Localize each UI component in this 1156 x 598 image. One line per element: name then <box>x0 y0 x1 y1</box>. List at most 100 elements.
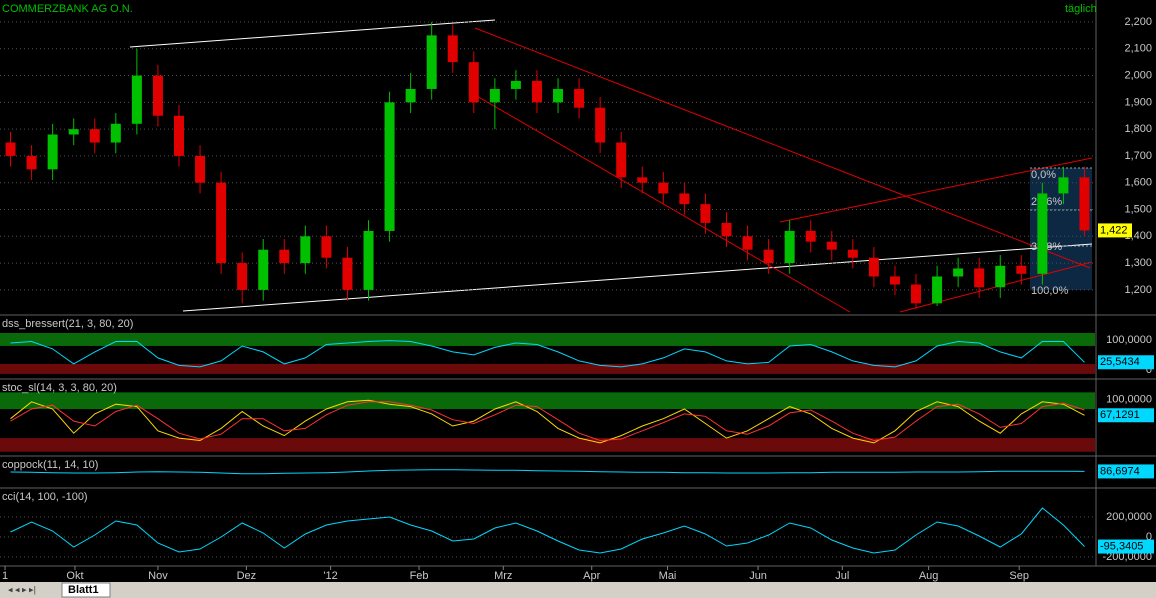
x-tick-label: Jul <box>835 570 849 582</box>
candle-body <box>637 177 648 183</box>
x-tick-label: Sep <box>1009 570 1029 582</box>
candle-body <box>889 276 900 285</box>
candle-body <box>847 249 858 258</box>
candle-body <box>1037 193 1048 274</box>
candle-body <box>216 182 227 264</box>
x-tick-label: 1 <box>2 570 8 582</box>
y-tick-label: 1,900 <box>1124 96 1152 108</box>
candle-body <box>489 88 500 103</box>
candle-body <box>237 263 248 290</box>
chart-title: COMMERZBANK AG O.N. <box>2 3 133 15</box>
y-tick-label: 1,500 <box>1124 203 1152 215</box>
candle-body <box>574 88 585 108</box>
overbought-zone <box>0 392 1095 410</box>
fib-label: 100,0% <box>1031 285 1069 297</box>
candle-body <box>742 236 753 250</box>
candle-body <box>5 142 16 156</box>
last-value-label: 67,1291 <box>1100 409 1140 421</box>
candle-body <box>700 204 711 223</box>
tab-bar <box>0 582 1156 598</box>
candle-body <box>131 75 142 124</box>
candle-body <box>553 88 564 103</box>
tab-nav[interactable]: ◂ ◂ ▸ ▸| <box>8 584 36 594</box>
candle-body <box>679 193 690 205</box>
candle-body <box>468 62 479 103</box>
fib-label: 0,0% <box>1031 169 1056 181</box>
candle-body <box>405 88 416 103</box>
candle-body <box>68 129 79 135</box>
candle-body <box>1058 177 1069 194</box>
candle-body <box>932 276 943 304</box>
candle-body <box>110 123 121 143</box>
tab[interactable] <box>61 582 111 598</box>
candle-body <box>595 107 606 143</box>
indicator-title: stoc_sl(14, 3, 3, 80, 20) <box>2 382 117 394</box>
indicator-line <box>10 399 1085 444</box>
candle-body <box>658 182 669 194</box>
last-value-box <box>1098 223 1132 238</box>
last-value-label: 1,422 <box>1100 224 1128 236</box>
y-tick-label: 1,200 <box>1124 284 1152 296</box>
indicator-title: cci(14, 100, -100) <box>2 491 88 503</box>
candle-body <box>195 155 206 183</box>
candle-body <box>47 134 58 170</box>
interval: täglich <box>1065 3 1097 15</box>
candle-body <box>1016 265 1027 274</box>
y-tick-label: 1,300 <box>1124 257 1152 269</box>
indicator-title: dss_bressert(21, 3, 80, 20) <box>2 318 133 330</box>
y-tick-label: 200,0000 <box>1106 511 1152 523</box>
candle-body <box>300 236 311 264</box>
candle-body <box>826 241 837 250</box>
candle-body <box>321 236 332 258</box>
x-tick-label: Okt <box>66 570 83 582</box>
last-value-label: 25,5434 <box>1100 356 1140 368</box>
x-tick-label: '12 <box>323 570 337 582</box>
candle-body <box>974 268 985 288</box>
candle-body <box>258 249 269 290</box>
candle-body <box>784 230 795 264</box>
y-tick-label: 0 <box>1146 364 1152 376</box>
candle-body <box>426 35 437 89</box>
oversold-zone <box>0 438 1095 452</box>
indicator-line <box>10 401 1085 442</box>
candle-body <box>953 268 964 277</box>
indicator-line <box>10 340 1085 368</box>
y-tick-label: 1,600 <box>1124 177 1152 189</box>
candle-body <box>342 257 353 290</box>
candle-body <box>911 284 922 304</box>
x-tick-label: Apr <box>583 570 600 582</box>
panel-frames <box>0 0 1156 567</box>
last-value-box <box>1098 408 1154 423</box>
indicator-title: coppock(11, 14, 10) <box>2 459 98 471</box>
y-tick-label: 2,100 <box>1124 43 1152 55</box>
x-tick-label: Jun <box>749 570 767 582</box>
candle-body <box>721 222 732 237</box>
indicator-line <box>10 507 1085 554</box>
last-value-label: -95,3405 <box>1100 540 1143 552</box>
x-tick-label: Mai <box>659 570 677 582</box>
overbought-zone <box>0 332 1095 346</box>
candle-body <box>26 155 37 170</box>
x-tick-label: Feb <box>410 570 429 582</box>
candle-body <box>995 265 1006 288</box>
y-tick-label: 1,800 <box>1124 123 1152 135</box>
candle-body <box>279 249 290 264</box>
x-tick-label: Aug <box>919 570 939 582</box>
tab-label[interactable]: Blatt1 <box>68 584 99 596</box>
last-value-box <box>1098 464 1154 479</box>
candle-body <box>763 249 774 264</box>
y-tick-label: 2,000 <box>1124 69 1152 81</box>
candle-body <box>531 80 542 103</box>
candle-body <box>152 75 163 116</box>
y-tick-label: 2,200 <box>1124 16 1152 28</box>
candle-body <box>447 35 458 63</box>
candle-body <box>868 257 879 277</box>
y-tick-label: 0 <box>1146 531 1152 543</box>
candle-body <box>805 230 816 242</box>
last-value-box <box>1098 539 1154 554</box>
candle-body <box>384 102 395 231</box>
oversold-zone <box>0 363 1095 374</box>
indicator-line <box>10 469 1085 475</box>
candle-body <box>173 115 184 156</box>
